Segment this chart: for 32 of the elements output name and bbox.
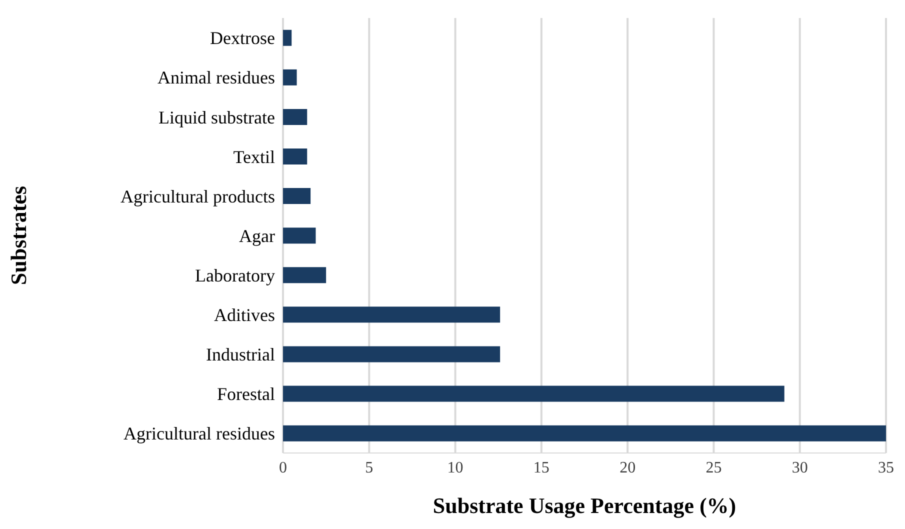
x-tick-label: 5	[365, 459, 374, 476]
bar	[283, 188, 311, 204]
y-tick-label: Agar	[239, 226, 276, 246]
y-tick-label: Animal residues	[158, 68, 275, 88]
bar	[283, 148, 308, 164]
y-tick-label: Liquid substrate	[158, 107, 276, 128]
y-tick-label: Dextrose	[210, 28, 276, 48]
x-tick-label: 0	[279, 459, 287, 476]
x-tick-label: 30	[792, 459, 808, 476]
y-tick-label: Agricultural products	[120, 186, 275, 206]
bar	[283, 346, 500, 362]
bar	[283, 108, 308, 125]
y-tick-label: Forestal	[217, 384, 275, 404]
x-tick-label: 35	[878, 459, 894, 476]
y-tick-label: Laboratory	[195, 265, 275, 286]
bar	[283, 267, 326, 284]
x-tick-label: 15	[533, 459, 550, 476]
y-tick-label: Agricultural residues	[124, 424, 275, 444]
x-tick-label: 20	[620, 459, 636, 476]
bar	[283, 306, 500, 323]
x-axis-title: Substrate Usage Percentage (%)	[432, 493, 736, 518]
y-tick-label: Industrial	[206, 344, 275, 365]
bar	[283, 228, 316, 244]
bar	[283, 69, 297, 86]
bar	[283, 30, 292, 46]
x-tick-label: 10	[447, 459, 464, 476]
bar	[283, 425, 886, 442]
y-tick-label: Textil	[233, 146, 275, 167]
x-tick-label: 25	[706, 459, 722, 476]
y-axis-title: Substrates	[6, 186, 31, 286]
bar	[283, 386, 784, 402]
y-tick-label: Aditives	[214, 304, 275, 325]
